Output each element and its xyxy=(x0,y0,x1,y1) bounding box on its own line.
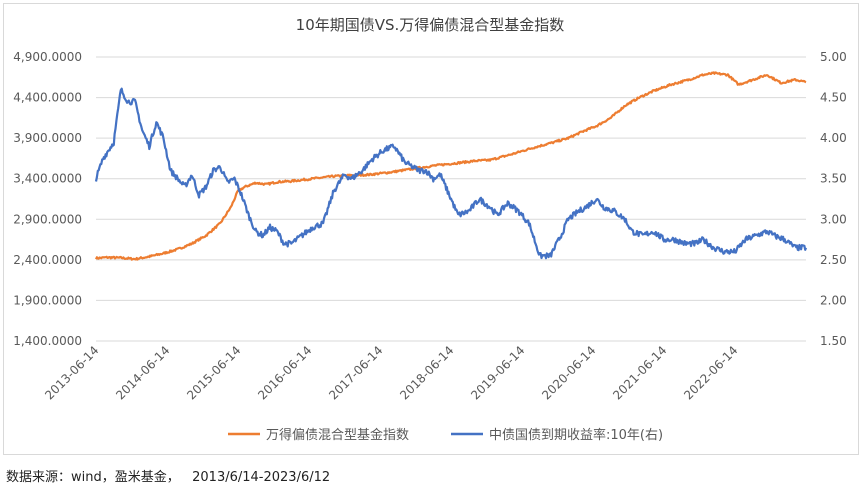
grid-lines xyxy=(96,56,806,342)
left-tick-label: 3,400.0000 xyxy=(13,172,82,186)
left-tick-label: 4,900.0000 xyxy=(13,50,82,64)
left-tick-label: 1,400.0000 xyxy=(13,334,82,348)
x-tick-label: 2015-06-14 xyxy=(184,343,243,402)
left-tick-label: 2,400.0000 xyxy=(13,253,82,267)
x-tick-label: 2013-06-14 xyxy=(42,343,101,402)
series-line-bond-yield xyxy=(94,87,808,260)
legend: 万得偏债混合型基金指数 中债国债到期收益率:10年(右) xyxy=(228,427,663,443)
chart-title: 10年期国债VS.万得偏债混合型基金指数 xyxy=(296,16,565,34)
right-tick-label: 3.00 xyxy=(820,212,847,226)
left-y-axis: 1,400.0000 1,900.0000 2,400.0000 2,900.0000… xyxy=(13,50,82,348)
x-tick-label: 2019-06-14 xyxy=(468,343,527,402)
right-tick-label: 4.50 xyxy=(820,91,847,105)
chart-svg: 10年期国债VS.万得偏债混合型基金指数 1,400.0000 1,900.000… xyxy=(13,16,847,443)
right-y-axis: 1.50 2.00 2.50 3.00 3.50 4.00 4.50 5.00 xyxy=(820,50,847,348)
x-tick-label: 2020-06-14 xyxy=(539,343,598,402)
right-tick-label: 3.50 xyxy=(820,172,847,186)
source-note: 数据来源：wind，盈米基金， 2013/6/14-2023/6/12 xyxy=(6,470,331,485)
left-tick-label: 2,900.0000 xyxy=(13,212,82,226)
legend-label-bond-yield: 中债国债到期收益率:10年(右) xyxy=(489,427,663,443)
chart-frame xyxy=(3,3,859,455)
x-tick-label: 2022-06-14 xyxy=(681,343,740,402)
x-axis: 2013-06-14 2014-06-14 2015-06-14 2016-06-14… xyxy=(42,343,740,402)
right-tick-label: 2.50 xyxy=(820,253,847,267)
right-tick-label: 1.50 xyxy=(820,334,847,348)
right-tick-label: 4.00 xyxy=(820,131,847,145)
right-tick-label: 5.00 xyxy=(820,50,847,64)
right-tick-label: 2.00 xyxy=(820,293,847,307)
left-tick-label: 1,900.0000 xyxy=(13,293,82,307)
left-tick-label: 4,400.0000 xyxy=(13,91,82,105)
x-tick-label: 2021-06-14 xyxy=(610,343,669,402)
series-layer xyxy=(94,71,808,261)
x-tick-label: 2014-06-14 xyxy=(113,343,172,402)
series-line-fund-index xyxy=(95,71,807,261)
left-tick-label: 3,900.0000 xyxy=(13,131,82,145)
x-tick-label: 2017-06-14 xyxy=(326,343,385,402)
x-tick-label: 2018-06-14 xyxy=(397,343,456,402)
x-tick-label: 2016-06-14 xyxy=(255,343,314,402)
legend-label-fund-index: 万得偏债混合型基金指数 xyxy=(266,427,409,443)
